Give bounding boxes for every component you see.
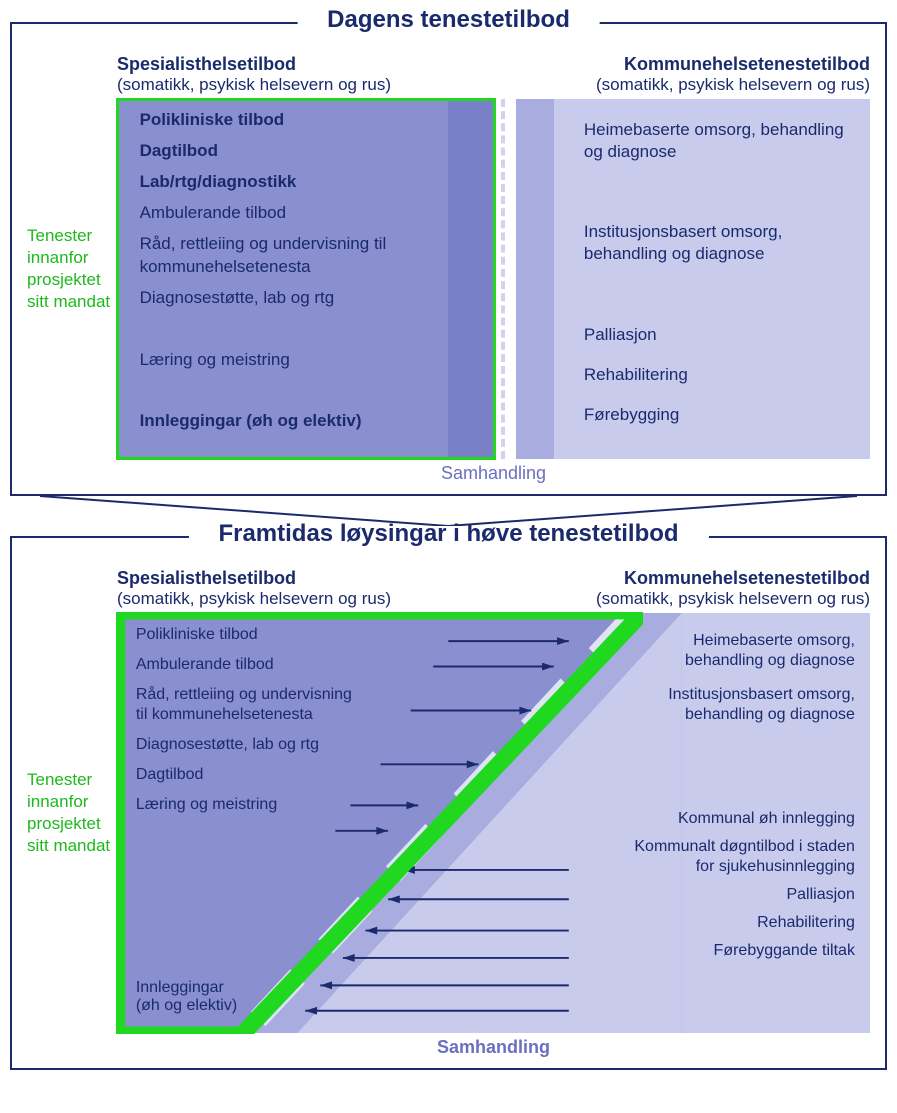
p2-left-item: Læring og meistring <box>136 795 362 815</box>
p2-left-item: Dagtilbod <box>136 765 362 785</box>
p2-left-item: Diagnosestøtte, lab og rtg <box>136 735 362 755</box>
p1-left-sub: (somatikk, psykisk helsevern og rus) <box>117 75 494 95</box>
p2-left-list: Polikliniske tilbod Ambulerande tilbod Råd… <box>136 625 362 825</box>
p1-left-item: Diagnosestøtte, lab og rtg <box>140 287 441 310</box>
p1-right-header: Kommunehelsetenestetilbod (somatikk, psy… <box>494 54 871 95</box>
p1-right-item <box>584 181 855 203</box>
connector <box>10 496 887 526</box>
p2-right-item: Førebyggande tiltak <box>629 941 855 961</box>
p1-left-item: Ambulerande tilbod <box>140 202 441 225</box>
p1-left-item: Dagtilbod <box>140 140 441 163</box>
panel2-headers: Spesialisthelsetilbod (somatikk, psykisk… <box>117 568 870 609</box>
p2-samhandling: Samhandling <box>117 1037 870 1058</box>
p1-right-item: Førebygging <box>584 404 855 426</box>
p1-left-item: Råd, rettleiing og undervisning til komm… <box>140 233 441 279</box>
p2-right-item: Rehabilitering <box>629 913 855 933</box>
p2-right-item: Institusjonsbasert omsorg, behandling og… <box>629 685 855 725</box>
p1-left-item: Lab/rtg/diagnostikk <box>140 171 441 194</box>
p2-right-sub: (somatikk, psykisk helsevern og rus) <box>494 589 871 609</box>
p1-samhandling: Samhandling <box>117 463 870 484</box>
p1-left-item <box>140 379 441 402</box>
side-label-2: Tenester innanfor prosjektet sitt mandat <box>27 568 117 1058</box>
p1-right-item: Institusjonsbasert omsorg, behandling og… <box>584 221 855 265</box>
p1-left-header: Spesialisthelsetilbod (somatikk, psykisk… <box>117 54 494 95</box>
p1-right-list: Heimebaserte omsorg, behandling og diagn… <box>584 119 855 444</box>
p2-right-item: Palliasjon <box>629 885 855 905</box>
p2-left-title: Spesialisthelsetilbod <box>117 568 494 589</box>
p2-boxes: Polikliniske tilbod Ambulerande tilbod Råd… <box>117 613 870 1033</box>
p1-box-left-mid <box>448 99 493 459</box>
panel1-title: Dagens tenestetilbod <box>327 6 570 34</box>
p1-dashed <box>501 99 505 459</box>
p2-right-list: Heimebaserte omsorg, behandling og diagn… <box>629 631 855 969</box>
side-label-1: Tenester innanfor prosjektet sitt mandat <box>27 54 117 484</box>
p2-left-item: Råd, rettleiing og undervisning til komm… <box>136 685 362 725</box>
p2-right-item: Kommunalt døgntilbod i staden for sjukeh… <box>629 837 855 877</box>
panel2-body: Tenester innanfor prosjektet sitt mandat… <box>12 538 885 1068</box>
panel1-body: Tenester innanfor prosjektet sitt mandat… <box>12 24 885 494</box>
p1-boxes: Polikliniske tilbod Dagtilbod Lab/rtg/diag… <box>117 99 870 459</box>
p2-right-title: Kommunehelsetenestetilbod <box>494 568 871 589</box>
panel-today: Dagens tenestetilbod Tenester innanfor p… <box>10 22 887 496</box>
panel1-columns: Spesialisthelsetilbod (somatikk, psykisk… <box>117 54 870 484</box>
p1-right-item <box>584 283 855 305</box>
p2-left-sub: (somatikk, psykisk helsevern og rus) <box>117 589 494 609</box>
p1-right-item: Palliasjon <box>584 324 855 346</box>
p1-left-item: Innleggingar (øh og elektiv) <box>140 410 441 433</box>
p1-right-sub: (somatikk, psykisk helsevern og rus) <box>494 75 871 95</box>
p2-right-item: Heimebaserte omsorg, behandling og diagn… <box>629 631 855 671</box>
p1-left-item <box>140 318 441 341</box>
panel-future: Framtidas løysingar i høve tenestetilbod… <box>10 536 887 1070</box>
p2-left-bottom: Innleggingar (øh og elektiv) <box>136 979 237 1015</box>
p1-right-item: Rehabilitering <box>584 364 855 386</box>
p1-box-right-mid <box>516 99 554 459</box>
p1-left-item: Polikliniske tilbod <box>140 109 441 132</box>
panel-title-wrap: Dagens tenestetilbod <box>297 6 600 34</box>
p1-left-item: Læring og meistring <box>140 349 441 372</box>
p2-right-header: Kommunehelsetenestetilbod (somatikk, psy… <box>494 568 871 609</box>
p1-right-title: Kommunehelsetenestetilbod <box>494 54 871 75</box>
p2-right-item: Kommunal øh innlegging <box>629 809 855 829</box>
p1-left-list: Polikliniske tilbod Dagtilbod Lab/rtg/diag… <box>140 109 441 441</box>
panel1-headers: Spesialisthelsetilbod (somatikk, psykisk… <box>117 54 870 95</box>
p2-left-item: Polikliniske tilbod <box>136 625 362 645</box>
panel2-columns: Spesialisthelsetilbod (somatikk, psykisk… <box>117 568 870 1058</box>
p2-left-item: Ambulerande tilbod <box>136 655 362 675</box>
p1-left-title: Spesialisthelsetilbod <box>117 54 494 75</box>
p2-left-header: Spesialisthelsetilbod (somatikk, psykisk… <box>117 568 494 609</box>
p1-right-item: Heimebaserte omsorg, behandling og diagn… <box>584 119 855 163</box>
